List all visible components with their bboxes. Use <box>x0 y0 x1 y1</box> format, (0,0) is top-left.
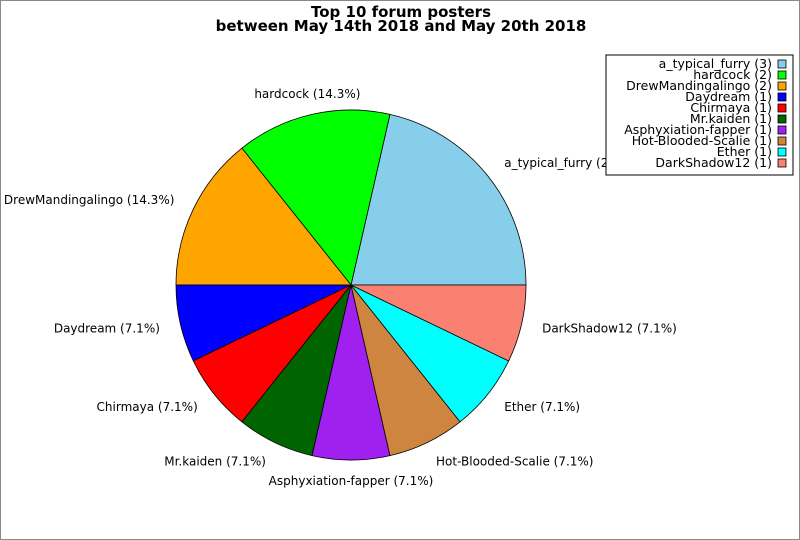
legend-swatch <box>777 59 787 69</box>
slice-label: Hot-Blooded-Scalie (7.1%) <box>436 455 593 469</box>
slice-label: Chirmaya (7.1%) <box>97 400 198 414</box>
slice-label: Asphyxiation-fapper (7.1%) <box>269 474 434 488</box>
legend-swatch <box>777 136 787 146</box>
chart-title-line-2: between May 14th 2018 and May 20th 2018 <box>216 17 587 35</box>
legend-box <box>605 54 794 176</box>
legend-entry: Mr.kaiden (1) <box>690 111 772 126</box>
legend-swatch <box>777 147 787 157</box>
legend-entry: Asphyxiation-fapper (1) <box>624 122 772 137</box>
legend-swatch <box>777 92 787 102</box>
legend-entry: a_typical_furry (3) <box>659 56 772 71</box>
legend-entry: DarkShadow12 (1) <box>655 155 772 170</box>
legend-entry: Chirmaya (1) <box>690 100 772 115</box>
legend-swatch <box>777 81 787 91</box>
legend-entry: Daydream (1) <box>685 89 772 104</box>
legend-entry: DrewMandingalingo (2) <box>626 78 772 93</box>
legend-entry: hardcock (2) <box>693 67 772 82</box>
legend-swatch <box>777 103 787 113</box>
slice-label: DarkShadow12 (7.1%) <box>542 322 677 336</box>
legend-swatch <box>777 125 787 135</box>
pie-slice-hardcock <box>241 109 391 286</box>
legend-entry: Hot-Blooded-Scalie (1) <box>632 133 772 148</box>
legend-swatch <box>777 158 787 168</box>
legend-swatch <box>777 114 787 124</box>
legend-swatch <box>777 70 787 80</box>
chart-title-line-1: Top 10 forum posters <box>311 3 491 21</box>
slice-label: Daydream (7.1%) <box>54 322 160 336</box>
legend: a_typical_furry (3)hardcock (2)DrewMandi… <box>605 54 794 176</box>
pie-slice-DrewMandingalingo <box>175 147 352 286</box>
pie-slices <box>175 109 527 461</box>
legend-entry: Ether (1) <box>717 144 772 159</box>
pie-slice-a_typical_furry <box>350 113 527 286</box>
pie-slice-DarkShadow12 <box>350 284 527 362</box>
slice-label: Ether (7.1%) <box>504 400 580 414</box>
slice-label: hardcock (14.3%) <box>254 87 360 101</box>
slice-labels: a_typical_furry (21.4%)hardcock (14.3%)D… <box>4 87 677 488</box>
slice-label: DrewMandingalingo (14.3%) <box>4 193 174 207</box>
slice-label: Mr.kaiden (7.1%) <box>164 455 266 469</box>
